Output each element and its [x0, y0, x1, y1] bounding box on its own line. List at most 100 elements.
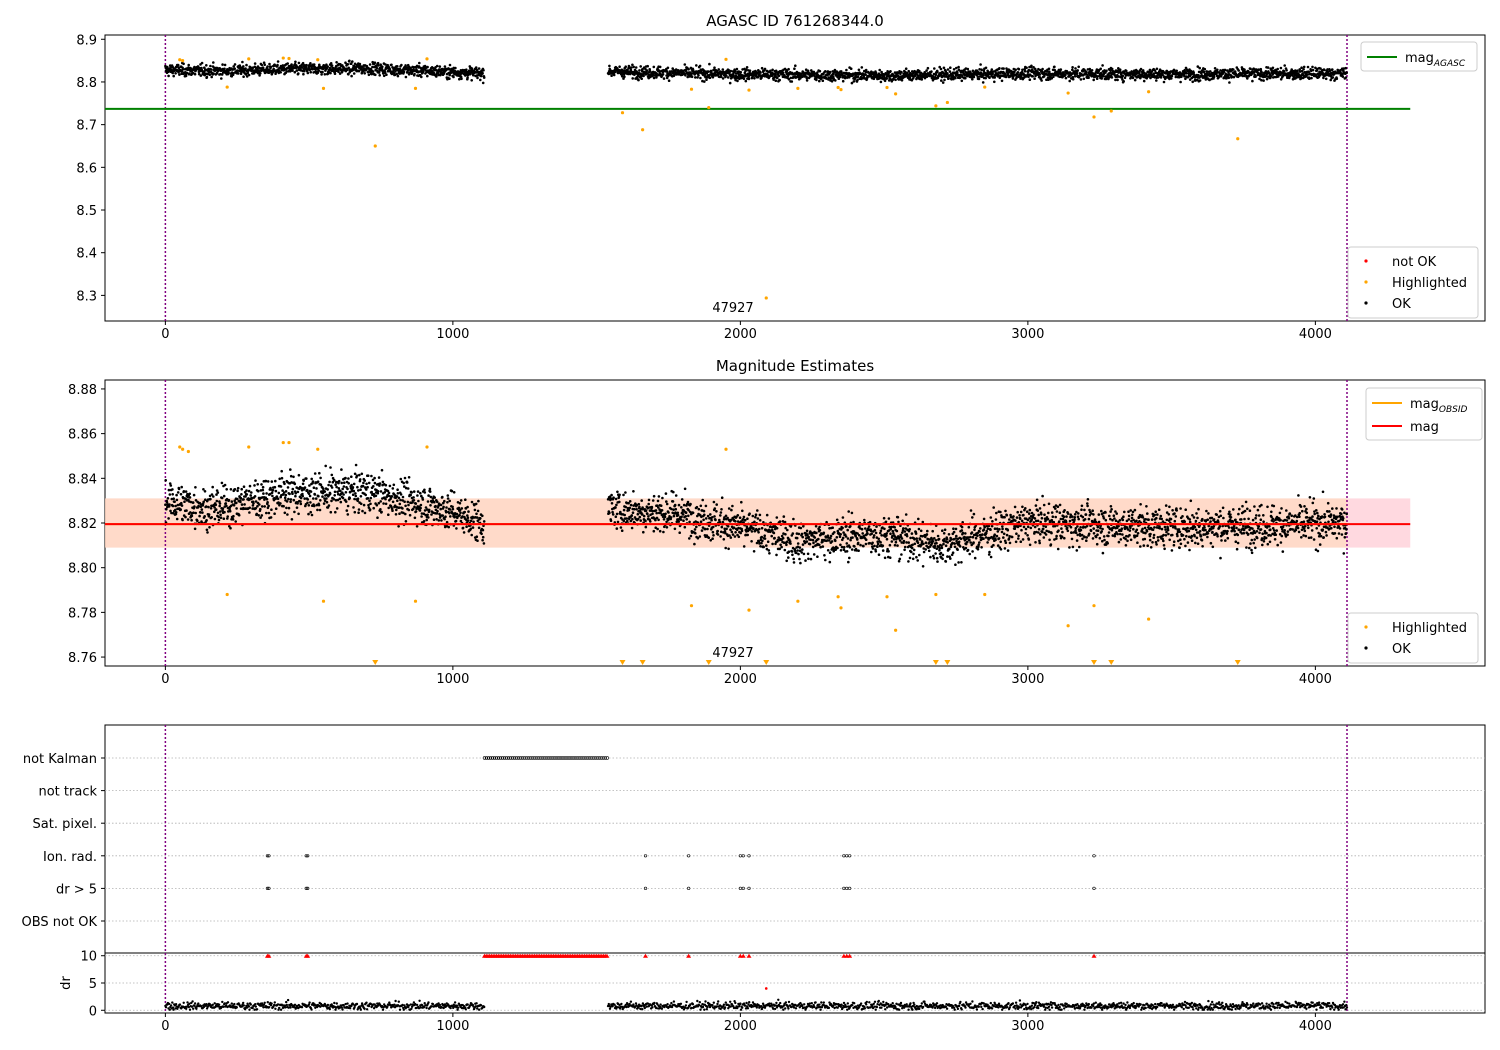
- ok-point: [221, 507, 225, 510]
- ok-point: [301, 482, 305, 486]
- ok-point: [435, 75, 438, 78]
- y-tick-label: 8.6: [76, 161, 97, 176]
- ok-point: [687, 68, 690, 71]
- ok-point: [727, 507, 731, 510]
- ok-point: [976, 75, 979, 78]
- ok-point: [194, 486, 197, 489]
- ok-point: [713, 507, 717, 510]
- ok-point: [467, 69, 471, 72]
- ok-point: [990, 68, 994, 71]
- ok-point: [412, 496, 415, 499]
- ok-point: [346, 63, 350, 66]
- ok-point: [1283, 64, 1286, 67]
- x-tick-label: 3000: [1011, 327, 1044, 342]
- ok-point: [466, 519, 470, 522]
- ok-point: [448, 508, 452, 511]
- ok-point: [757, 527, 761, 531]
- ok-point: [297, 473, 301, 477]
- ok-point: [303, 486, 307, 489]
- ok-point: [385, 73, 388, 76]
- ok-point: [358, 473, 361, 477]
- ok-point: [295, 506, 299, 510]
- y-tick-label: 8.3: [76, 289, 97, 304]
- ok-point: [258, 74, 261, 77]
- ok-point: [1198, 66, 1201, 70]
- ok-point: [476, 76, 479, 80]
- ok-point: [1306, 65, 1310, 69]
- ok-point: [297, 72, 300, 75]
- ok-point: [284, 493, 288, 497]
- ok-point: [291, 487, 295, 491]
- ok-point: [448, 499, 452, 503]
- ok-point: [949, 66, 952, 69]
- ok-point: [694, 76, 697, 79]
- ok-point: [418, 61, 421, 65]
- ok-point: [428, 487, 432, 491]
- ok-point: [271, 488, 275, 492]
- ok-point: [284, 490, 288, 493]
- ok-point: [396, 74, 400, 78]
- ok-point: [338, 497, 342, 501]
- ok-point: [276, 60, 280, 63]
- ok-point: [614, 515, 618, 518]
- ok-point: [476, 509, 480, 513]
- ok-point: [339, 489, 342, 493]
- ok-point: [1047, 67, 1051, 71]
- ok-point: [328, 66, 332, 70]
- ok-point: [235, 507, 238, 510]
- highlighted-point: [724, 57, 728, 61]
- ok-point: [805, 76, 809, 80]
- ok-point: [387, 491, 391, 495]
- ok-point: [409, 493, 413, 497]
- ok-point: [236, 497, 239, 501]
- ok-point: [250, 491, 253, 494]
- ok-point: [778, 547, 781, 551]
- ok-point: [383, 71, 387, 74]
- ok-point: [379, 490, 383, 493]
- ok-point: [680, 498, 684, 501]
- ok-point: [277, 491, 281, 495]
- ok-point: [285, 500, 289, 503]
- ok-point: [699, 520, 703, 523]
- ok-point: [946, 68, 950, 71]
- ok-point: [262, 61, 266, 64]
- ok-point: [628, 500, 632, 503]
- ok-point: [785, 559, 788, 563]
- ok-point: [245, 489, 248, 492]
- ok-point: [716, 533, 720, 536]
- ok-point: [697, 74, 700, 77]
- ok-point: [341, 496, 345, 500]
- ok-point: [669, 516, 673, 519]
- ok-point: [1092, 78, 1095, 82]
- ok-point: [681, 513, 685, 516]
- ok-point: [682, 519, 685, 522]
- ok-point: [1082, 77, 1086, 81]
- ok-point: [339, 500, 343, 504]
- ok-point: [679, 518, 683, 521]
- ok-point: [719, 535, 722, 538]
- ok-point: [205, 75, 209, 79]
- ok-point: [783, 548, 787, 552]
- ok-point: [793, 67, 796, 70]
- ok-point: [448, 73, 452, 77]
- ok-point: [722, 538, 726, 541]
- ok-point: [333, 490, 337, 494]
- ok-point: [293, 482, 297, 486]
- ok-point: [459, 511, 462, 514]
- ok-point: [335, 61, 338, 64]
- ok-point: [623, 75, 626, 79]
- ok-point: [684, 515, 688, 518]
- ok-point: [714, 518, 717, 522]
- ok-point: [266, 501, 269, 504]
- ok-point: [800, 551, 803, 554]
- ok-point: [792, 561, 796, 564]
- ok-point: [670, 507, 673, 511]
- ok-point: [350, 62, 353, 65]
- ok-point: [453, 515, 456, 519]
- ok-point: [344, 476, 347, 480]
- ok-point: [465, 68, 468, 71]
- ok-point: [362, 481, 365, 485]
- ok-point: [760, 66, 764, 70]
- ok-point: [447, 67, 451, 71]
- ok-point: [738, 516, 742, 519]
